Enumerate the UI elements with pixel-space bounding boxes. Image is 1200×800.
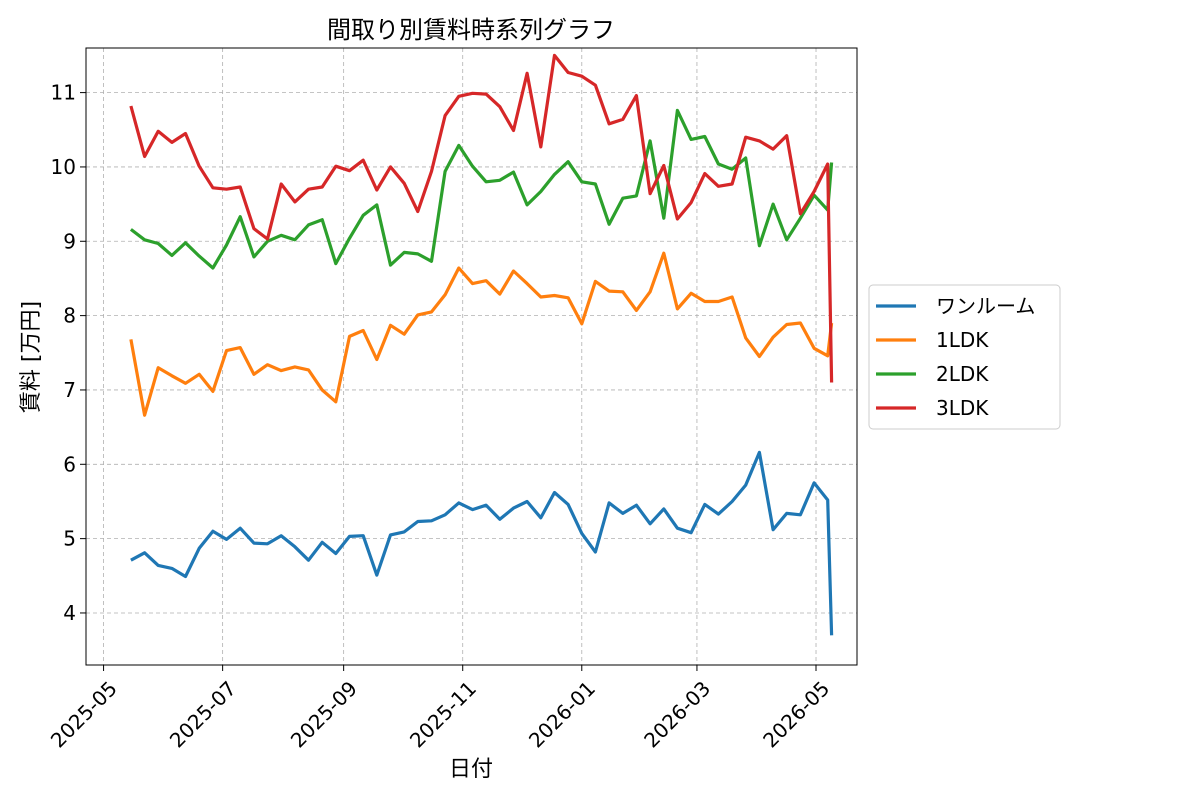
y-tick-label: 9 bbox=[63, 229, 76, 253]
legend-label: 3LDK bbox=[936, 396, 989, 420]
legend-label: 1LDK bbox=[936, 328, 989, 352]
y-tick-label: 11 bbox=[51, 81, 76, 105]
y-tick-label: 8 bbox=[63, 304, 76, 328]
x-axis-label: 日付 bbox=[449, 757, 493, 782]
series-line-1 bbox=[129, 251, 834, 417]
y-tick-label: 4 bbox=[63, 601, 76, 625]
y-tick-label: 6 bbox=[63, 452, 76, 476]
chart-title: 間取り別賃料時系列グラフ bbox=[327, 16, 615, 44]
legend-label: ワンルーム bbox=[936, 294, 1035, 318]
legend-label: 2LDK bbox=[936, 362, 989, 386]
y-tick-label: 10 bbox=[51, 155, 76, 179]
legend: ワンルーム 1LDK 2LDK 3LDK bbox=[868, 284, 1061, 430]
series-line-2 bbox=[129, 108, 834, 270]
legend-box bbox=[868, 284, 1061, 430]
y-tick-label: 7 bbox=[63, 378, 76, 402]
y-tick-label: 5 bbox=[63, 527, 76, 551]
series-line-0 bbox=[130, 450, 834, 636]
series-line-3 bbox=[129, 53, 834, 383]
plot-frame bbox=[85, 47, 858, 666]
y-axis-label: 賃料 [万円] bbox=[19, 301, 44, 413]
series-lines bbox=[129, 53, 834, 636]
